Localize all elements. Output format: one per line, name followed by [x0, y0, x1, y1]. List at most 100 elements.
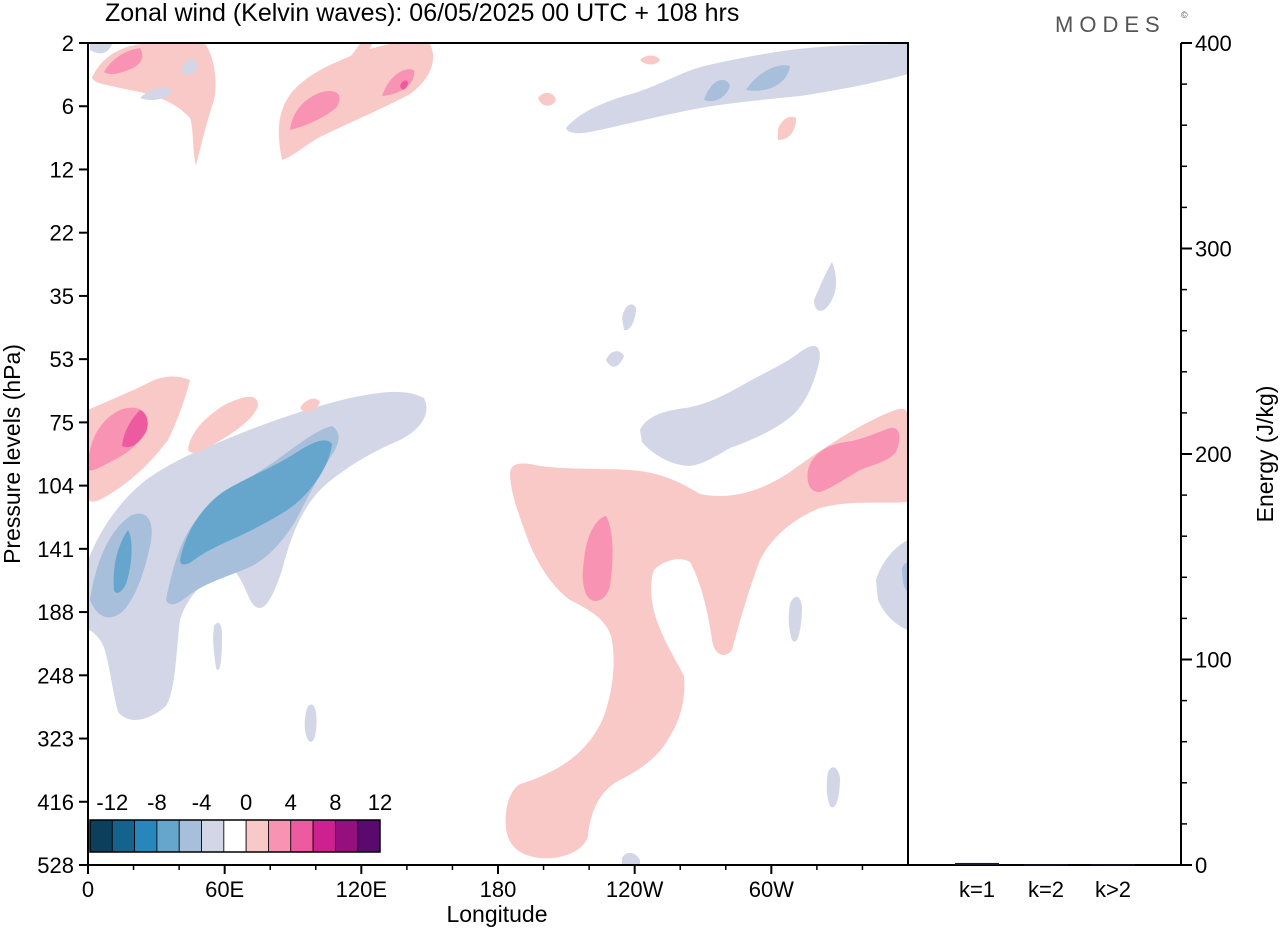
hovmoller-plot: [87, 42, 909, 866]
y-tick-label: 22: [50, 221, 74, 246]
energy-bars: [955, 862, 1135, 866]
colorbar-cell: [223, 819, 247, 853]
contour-positive-8: [122, 410, 148, 448]
colorbar-cell: [268, 819, 292, 853]
energy-bar: [1024, 864, 1068, 866]
x-axis-ticks: 0 60E 120E 180 120W 60W: [82, 865, 864, 902]
contour-negative-6: [704, 79, 730, 102]
y-tick-label: 35: [50, 284, 74, 309]
energy-tick-label: 300: [1195, 237, 1232, 262]
contour-positive-2: [336, 44, 372, 92]
energy-category-label: k>2: [1095, 877, 1131, 902]
colorbar-label: 4: [285, 790, 297, 815]
colorbar-label: -8: [147, 790, 167, 815]
y-axis-label: Pressure levels (hPa): [0, 344, 25, 564]
contour-negative-8: [180, 440, 332, 565]
brand-mark: ©: [1181, 10, 1188, 20]
contour-positive-2: [538, 92, 556, 106]
contour-negative-2: [622, 852, 640, 865]
y-axis-ticks: 2 6 12 22 35 53 75 104 141 188 248 323 416 528: [37, 31, 88, 878]
x-tick-label: 0: [82, 877, 94, 902]
colorbar-label: 12: [368, 790, 392, 815]
chart-title: Zonal wind (Kelvin waves): 06/05/2025 00…: [105, 0, 739, 27]
colorbar-cell: [89, 819, 113, 853]
energy-category-labels: k=1 k=2 k>2: [959, 877, 1131, 902]
y-tick-label: 248: [37, 663, 74, 688]
y-tick-label: 323: [37, 727, 74, 752]
x-tick-label: 120W: [606, 877, 664, 902]
x-tick-label: 120E: [336, 877, 387, 902]
y-tick-label: 416: [37, 790, 74, 815]
contour-negative-2: [304, 704, 317, 742]
contour-negative-2: [140, 87, 172, 100]
energy-panel: 0 100 200 300 400 k=1 k=2 k>2 Energy (J/kg): [908, 31, 1278, 902]
x-axis-label: Longitude: [446, 901, 547, 927]
contour-negative-2: [380, 428, 394, 445]
contour-negative-2: [640, 345, 820, 466]
colorbar: -12 -8 -4 0 4 8 12: [89, 790, 392, 853]
y-tick-label: 75: [50, 410, 74, 435]
contour-negative-2: [90, 44, 112, 54]
energy-axis-label: Energy (J/kg): [1252, 386, 1278, 523]
y-tick-label: 104: [37, 474, 74, 499]
y-tick-label: 53: [50, 347, 74, 372]
contour-positive-2: [778, 116, 796, 140]
colorbar-labels: -12 -8 -4 0 4 8 12: [96, 790, 392, 815]
contour-negative-2: [876, 540, 908, 630]
energy-category-label: k=2: [1028, 877, 1064, 902]
contour-negative-2: [213, 622, 222, 671]
colorbar-cell: [357, 819, 381, 853]
y-tick-label: 528: [37, 853, 74, 878]
colorbar-cell: [134, 819, 158, 853]
contour-positive-4: [582, 516, 613, 601]
brand-logo: MODES: [1055, 12, 1166, 37]
x-tick-label: 60W: [749, 877, 794, 902]
energy-category-label: k=1: [959, 877, 995, 902]
contour-negative-2: [180, 59, 198, 75]
energy-bar: [1091, 864, 1135, 866]
colorbar-cell: [312, 819, 336, 853]
energy-bar: [955, 862, 999, 865]
contour-negative-2: [788, 596, 802, 642]
colorbar-label: 0: [240, 790, 252, 815]
colorbar-label: 8: [329, 790, 341, 815]
colorbar-cells: [89, 819, 381, 853]
colorbar-label: -4: [192, 790, 212, 815]
colorbar-label: -12: [96, 790, 128, 815]
colorbar-frame: [89, 819, 381, 853]
contour-positive-6: [104, 48, 143, 75]
contour-negative-2: [566, 44, 908, 134]
colorbar-cell: [245, 819, 269, 853]
colorbar-cell: [201, 819, 225, 853]
contour-positive-2: [640, 55, 660, 65]
contour-negative-2: [622, 304, 636, 331]
colorbar-cell: [334, 819, 359, 853]
x-tick-label: 180: [480, 877, 517, 902]
y-tick-label: 12: [50, 157, 74, 182]
colorbar-cell: [111, 819, 136, 853]
y-tick-label: 141: [37, 537, 74, 562]
energy-tick-label: 200: [1195, 442, 1232, 467]
x-tick-label: 60E: [205, 877, 244, 902]
contour-positive-6: [382, 69, 415, 96]
colorbar-cell: [290, 819, 314, 853]
contour-positive-8: [400, 80, 408, 90]
energy-tick-label: 100: [1195, 648, 1232, 673]
contour-positive-2: [278, 44, 434, 160]
contour-fills: [88, 44, 908, 865]
y-tick-label: 2: [62, 31, 74, 56]
contour-negative-6: [902, 563, 908, 592]
contour-negative-2: [814, 262, 837, 311]
contour-negative-6: [746, 65, 790, 91]
colorbar-cell: [178, 819, 202, 853]
energy-tick-label: 0: [1195, 853, 1207, 878]
contour-positive-2: [92, 44, 216, 166]
energy-tick-label: 400: [1195, 31, 1232, 56]
contour-positive-6: [290, 90, 340, 130]
contour-negative-2: [826, 767, 840, 808]
contour-positive-4: [807, 427, 900, 492]
colorbar-cell: [156, 819, 180, 853]
contour-negative-2: [606, 351, 624, 367]
contour-positive-2: [300, 398, 320, 413]
